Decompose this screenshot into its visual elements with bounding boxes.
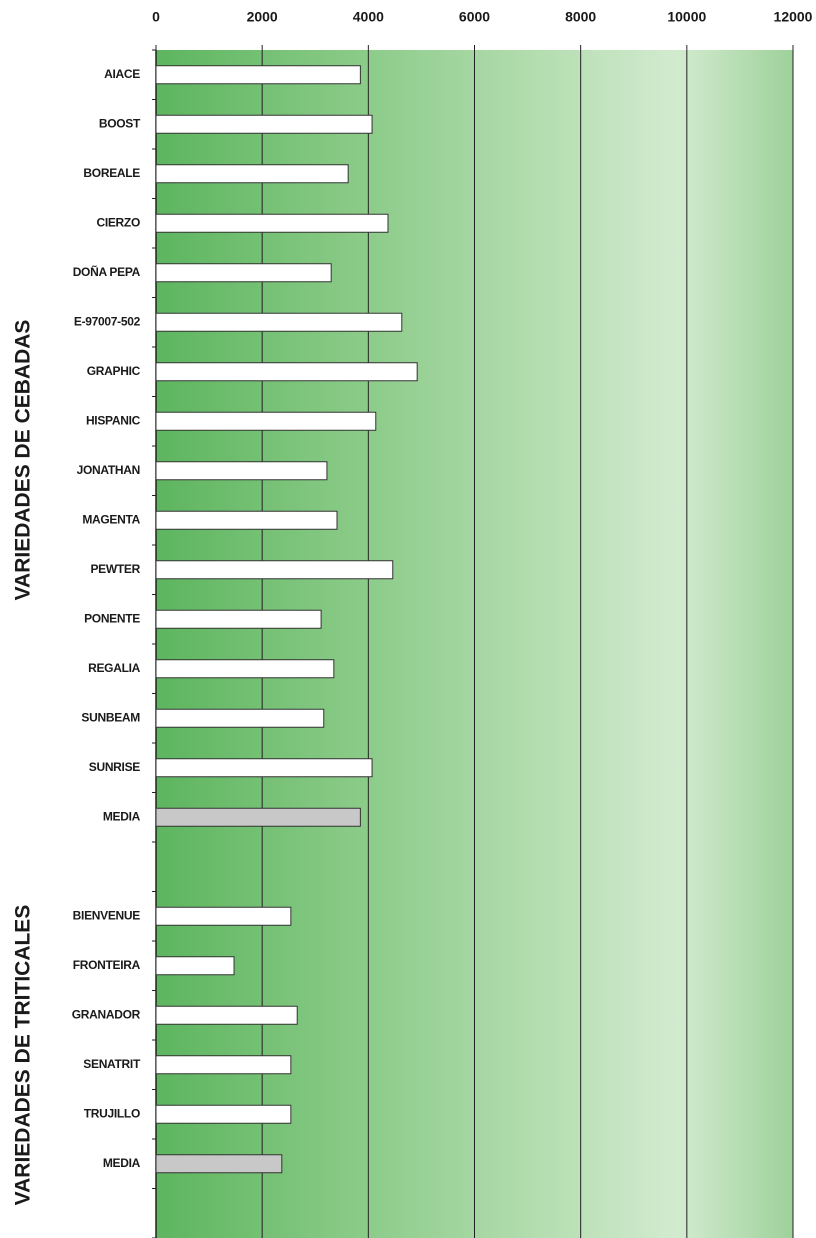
y-tick-label: PEWTER — [90, 562, 140, 576]
y-tick-label: MEDIA — [103, 809, 141, 823]
bar — [155, 906, 292, 926]
y-tick-label: AIACE — [104, 67, 140, 81]
bar — [155, 956, 235, 976]
x-tick-label: 2000 — [247, 9, 278, 25]
bar — [155, 1055, 292, 1075]
bar — [155, 362, 418, 382]
x-tick-label: 12000 — [774, 9, 813, 25]
x-tick-label: 6000 — [459, 9, 490, 25]
bar — [155, 312, 403, 332]
y-tick-label: MAGENTA — [82, 512, 140, 526]
bar — [155, 164, 349, 184]
x-tick-label: 4000 — [353, 9, 384, 25]
bar — [155, 1005, 298, 1025]
y-tick-label: SUNRISE — [89, 760, 141, 774]
bar — [155, 510, 338, 530]
bar — [155, 411, 377, 431]
y-tick-label: JONATHAN — [77, 463, 140, 477]
y-tick-label: SENATRIT — [83, 1057, 141, 1071]
bar — [155, 114, 373, 134]
bar — [155, 65, 361, 85]
x-tick-label: 10000 — [667, 9, 706, 25]
bar — [155, 1104, 292, 1124]
bar — [155, 659, 335, 679]
y-tick-label: GRAPHIC — [87, 364, 141, 378]
y-tick-label: BIENVENUE — [73, 908, 141, 922]
bar — [155, 263, 332, 283]
y-tick-label: GRANADOR — [72, 1007, 141, 1021]
y-tick-label: SUNBEAM — [81, 710, 140, 724]
y-tick-label: HISPANIC — [86, 413, 141, 427]
x-tick-label: 0 — [152, 9, 160, 25]
group-label: VARIEDADES DE TRITICALES — [12, 905, 35, 1206]
bar — [155, 213, 389, 233]
bar — [155, 609, 322, 629]
bar — [155, 758, 373, 778]
y-tick-label: FRONTEIRA — [73, 958, 141, 972]
y-tick-label: PONENTE — [84, 611, 140, 625]
y-tick-label: CIERZO — [96, 215, 140, 229]
y-tick-label: BOOST — [99, 116, 141, 130]
y-tick-label: MEDIA — [103, 1156, 141, 1170]
bar — [155, 807, 361, 827]
y-tick-label: TRUJILLO — [84, 1106, 140, 1120]
bar — [155, 708, 325, 728]
y-tick-label: BOREALE — [83, 166, 140, 180]
y-tick-label: REGALIA — [88, 661, 141, 675]
bar — [155, 560, 394, 580]
bar — [155, 1154, 283, 1174]
bar — [155, 461, 328, 481]
group-label: VARIEDADES DE CEBADAS — [12, 320, 35, 601]
x-tick-label: 8000 — [565, 9, 596, 25]
y-tick-label: E-97007-502 — [74, 314, 141, 328]
y-tick-label: DOÑA PEPA — [73, 264, 141, 279]
